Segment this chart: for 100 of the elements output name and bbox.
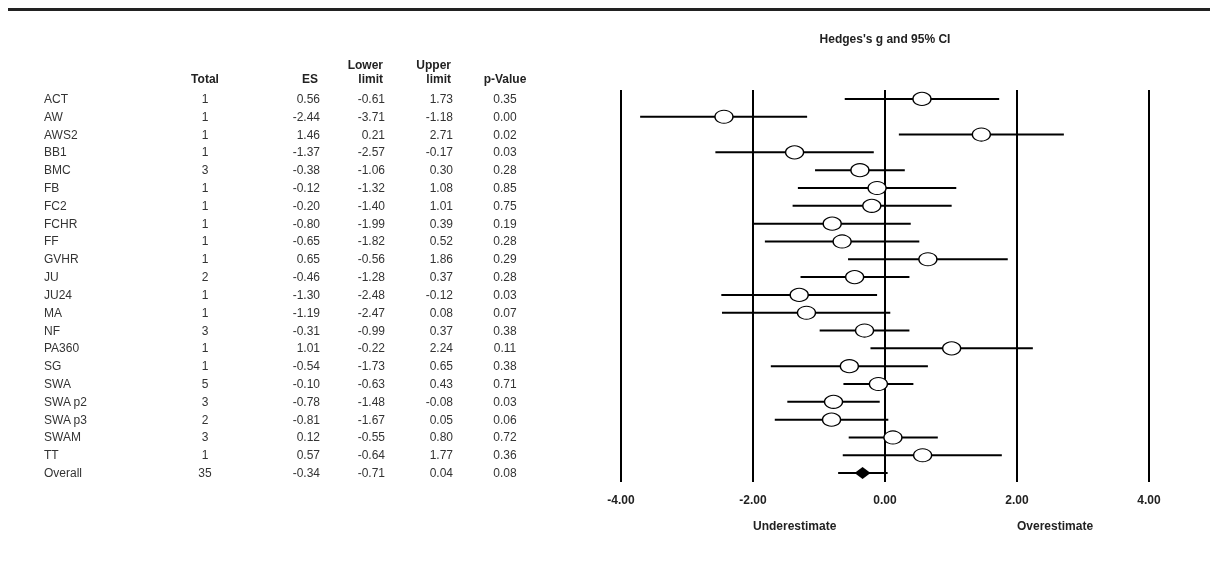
data-label: 1.46	[295, 127, 320, 142]
category-label: FC2	[44, 198, 67, 213]
data-label: 1	[200, 198, 210, 213]
data-label: -0.10	[291, 377, 320, 391]
data-label: 2.24	[428, 341, 453, 356]
data-label: 3	[200, 163, 210, 178]
data-label: 0.36	[492, 448, 518, 463]
data-label: 1	[200, 359, 210, 374]
data-label: 0.02	[492, 127, 518, 142]
point	[971, 127, 991, 142]
category-label: PA360	[44, 341, 80, 356]
data-label: -0.99	[356, 323, 385, 338]
data-label: 0.11	[492, 341, 518, 356]
data-label: -1.18	[424, 109, 453, 124]
data-label: 0.03	[492, 394, 518, 409]
chart-title: Hedges's g and 95% CI	[819, 32, 951, 46]
data-label: -0.38	[291, 163, 320, 178]
data-label: 0.37	[428, 270, 453, 285]
category-label: FF	[44, 234, 59, 249]
data-label: 0.07	[492, 305, 518, 320]
data-label: 2.71	[428, 127, 453, 142]
data-label: 1.08	[428, 181, 453, 195]
data-label: 0.85	[492, 181, 518, 195]
text: Underestimate	[752, 519, 837, 533]
data-label: -0.64	[356, 448, 385, 463]
data-label: 0.72	[492, 430, 518, 445]
category-label: MA	[44, 305, 62, 320]
data-label: 0.28	[492, 163, 518, 178]
data-label: 0.38	[492, 323, 518, 338]
category-label: SWA	[44, 377, 71, 391]
point	[862, 198, 882, 213]
data-label: -1.30	[291, 287, 320, 302]
data-label: -1.37	[291, 145, 320, 160]
data-label: 0.71	[492, 377, 518, 391]
category-label: ACT	[44, 91, 68, 106]
data-label: 3	[200, 394, 210, 409]
data-label: 1	[200, 287, 210, 302]
point	[912, 91, 932, 107]
data-label: -0.81	[291, 412, 320, 427]
x-tick-label: -2.00	[739, 493, 767, 507]
data-label: 1	[200, 181, 210, 195]
data-label: 1	[200, 145, 210, 160]
data-label: -0.46	[291, 270, 320, 285]
category-label: BB1	[44, 145, 67, 160]
point	[867, 180, 887, 196]
category-label: AW	[44, 109, 63, 124]
data-label: 1.01	[295, 341, 320, 356]
data-label: 1.73	[428, 91, 453, 106]
data-label: 0.08	[492, 466, 518, 481]
data-label: 0.05	[428, 412, 453, 427]
data-label: 0.28	[492, 234, 518, 249]
x-tick-label: -4.00	[607, 493, 635, 507]
data-label: -0.20	[291, 198, 320, 213]
data-label: 2	[200, 270, 210, 285]
data-label: 0.19	[492, 216, 518, 231]
data-label: -1.73	[356, 359, 385, 374]
data-label: -0.17	[424, 145, 453, 160]
data-label: 0.21	[360, 127, 385, 142]
point	[832, 234, 852, 249]
data-label: 3	[200, 430, 210, 445]
data-label: 0.39	[428, 216, 453, 231]
category-label: BMC	[44, 163, 71, 178]
category-label: FCHR	[44, 216, 78, 231]
data-label: 3	[200, 323, 210, 338]
data-label: -0.54	[291, 359, 320, 374]
data-label: 0.03	[492, 287, 518, 302]
data-label: -0.55	[356, 430, 385, 445]
data-label: -0.78	[291, 394, 320, 409]
data-label: -2.47	[356, 305, 385, 320]
data-label: 0.38	[492, 359, 518, 374]
point	[868, 376, 888, 392]
data-label: 0.06	[492, 412, 518, 427]
data-label: 1.77	[428, 448, 453, 463]
point	[789, 287, 809, 303]
category-label: FB	[44, 181, 60, 195]
data-label: -0.12	[291, 181, 320, 195]
category-label: Overall	[44, 466, 83, 481]
point	[850, 163, 870, 178]
text: Lower limit	[346, 58, 383, 86]
data-label: 1	[200, 109, 210, 124]
text: p-Value	[482, 72, 528, 86]
data-label: -0.31	[291, 323, 320, 338]
data-label: 1	[200, 91, 210, 106]
point	[714, 109, 734, 124]
category-label: AWS2	[44, 127, 78, 142]
data-label: -1.67	[356, 412, 385, 427]
data-label: -0.34	[291, 466, 320, 481]
category-label: SWAM	[44, 430, 81, 445]
point	[913, 448, 933, 463]
data-label: 5	[200, 377, 210, 391]
x-tick-label: 0.00	[873, 493, 897, 507]
data-label: -0.61	[356, 91, 385, 106]
point	[883, 430, 903, 445]
data-label: 1	[200, 305, 210, 320]
data-label: 0.52	[428, 234, 453, 249]
data-label: 0.04	[428, 466, 453, 481]
data-label: 1	[200, 252, 210, 267]
point	[854, 467, 871, 480]
point	[823, 394, 844, 409]
text: Upper limit	[415, 58, 451, 86]
